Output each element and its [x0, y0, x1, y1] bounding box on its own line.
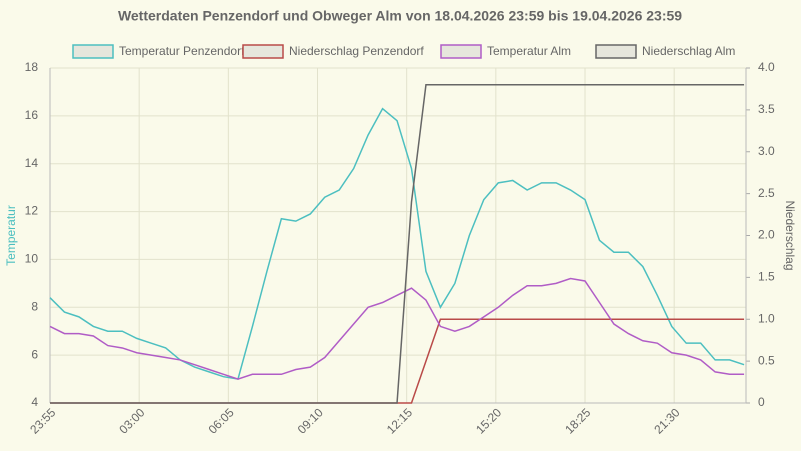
y-tick-label: 8 — [31, 299, 38, 313]
legend-label[interactable]: Temperatur Alm — [487, 44, 571, 58]
legend-label[interactable]: Temperatur Penzendorf — [119, 44, 245, 58]
y-tick-label: 4 — [31, 395, 38, 409]
legend-swatch[interactable] — [440, 44, 482, 59]
y2-tick-label: 1.5 — [758, 270, 775, 284]
y-tick-label: 16 — [25, 108, 39, 122]
y-tick-label: 18 — [25, 60, 39, 74]
y2-tick-label: 1.0 — [758, 311, 775, 325]
y-axis-label: Temperatur — [4, 205, 18, 266]
legend-swatch[interactable] — [242, 44, 284, 59]
y-tick-label: 10 — [25, 252, 39, 266]
legend-label[interactable]: Niederschlag Alm — [642, 44, 735, 58]
y-tick-label: 6 — [31, 347, 38, 361]
series-line — [50, 84, 745, 404]
y2-tick-label: 2.5 — [758, 186, 775, 200]
y2-tick-label: 0 — [758, 395, 765, 409]
y2-tick-label: 2.0 — [758, 228, 775, 242]
y2-axis-label: Niederschlag — [783, 200, 797, 270]
legend-label[interactable]: Niederschlag Penzendorf — [289, 44, 424, 58]
y2-tick-label: 3.0 — [758, 144, 775, 158]
y-tick-label: 14 — [25, 156, 39, 170]
y-tick-label: 12 — [25, 204, 39, 218]
y2-tick-label: 4.0 — [758, 60, 775, 74]
chart-title: Wetterdaten Penzendorf und Obweger Alm v… — [118, 8, 682, 24]
series-line — [49, 277, 745, 380]
legend-swatch[interactable] — [595, 44, 637, 59]
y2-tick-label: 3.5 — [758, 102, 775, 116]
y2-tick-label: 0.5 — [758, 353, 775, 367]
legend-swatch[interactable] — [72, 44, 114, 59]
series-line — [49, 107, 745, 380]
